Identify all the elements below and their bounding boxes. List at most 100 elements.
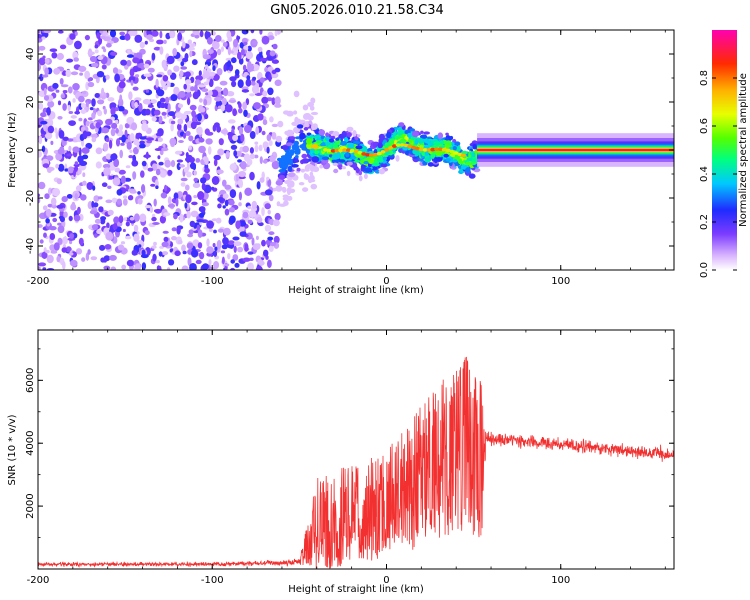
spectrogram-noise-cell <box>247 205 252 210</box>
spectrogram-noise-cell <box>134 67 142 72</box>
spectrogram-noise-cell <box>150 183 156 187</box>
spectrogram-signal-cell <box>301 158 309 164</box>
spectrogram-noise-cell <box>155 78 159 88</box>
spectrogram-noise-cell <box>218 138 224 146</box>
spectrogram-noise-cell <box>185 157 192 162</box>
spectrogram-peak-cell <box>357 150 363 155</box>
spectrogram-signal-cell <box>276 201 281 207</box>
spectrogram-noise-cell <box>163 212 171 217</box>
spectrogram-noise-cell <box>227 131 234 137</box>
spectrogram-noise-cell <box>153 241 157 246</box>
spectrogram-noise-cell <box>225 151 230 158</box>
spectrogram-noise-cell <box>242 211 249 219</box>
spectrogram-noise-cell <box>44 193 50 200</box>
spectrogram-noise-cell <box>94 49 99 54</box>
spectrogram-noise-cell <box>183 133 186 139</box>
spectrogram-noise-cell <box>192 165 196 171</box>
spectrogram-noise-cell <box>189 220 196 228</box>
spectrogram-noise-cell <box>161 251 169 256</box>
spectrogram-noise-cell <box>247 45 252 52</box>
spectrogram-noise-cell <box>115 138 121 147</box>
spectrogram-noise-cell <box>170 72 177 80</box>
spectrogram-noise-cell <box>170 123 174 132</box>
spectrogram-noise-cell <box>167 203 176 208</box>
spectrogram-noise-cell <box>176 162 181 171</box>
spectrogram-signal-cell <box>319 142 327 147</box>
spectrogram-noise-cell <box>249 171 255 181</box>
spectrogram-signal-cell <box>382 156 387 161</box>
spectrogram-noise-cell <box>186 97 191 106</box>
spectrogram-signal-cell <box>305 163 313 169</box>
spectrogram-noise-cell <box>266 146 270 154</box>
spectrogram-noise-cell <box>237 246 244 253</box>
spectrogram-signal-cell <box>452 159 458 163</box>
spectrogram-noise-cell <box>199 251 205 260</box>
spectrogram-noise-cell <box>72 83 80 91</box>
spectrogram-noise-cell <box>38 62 41 72</box>
spectrogram-noise-cell <box>70 115 78 119</box>
spectrogram-noise-cell <box>110 266 116 270</box>
spectrogram-peak-cell <box>330 149 336 153</box>
spectrogram-noise-cell <box>95 147 103 155</box>
spectrogram-noise-cell <box>259 77 265 83</box>
spectrogram-noise-cell <box>176 159 184 163</box>
spectrogram-noise-cell <box>103 142 109 152</box>
spectrogram-noise-cell <box>123 217 128 221</box>
spectrogram-noise-cell <box>238 107 243 114</box>
y-tick-label: 4000 <box>25 430 36 455</box>
colorbar: 0.0 0.2 0.4 0.6 0.8 Normalized spectral ampl… <box>699 30 749 278</box>
spectrogram-signal-cell <box>435 157 443 162</box>
spectrogram-noise-cell <box>151 30 159 37</box>
spectrogram-noise-cell <box>257 260 265 266</box>
spectrogram-peak-cell <box>372 152 378 157</box>
spectrogram-signal-cell <box>319 164 324 169</box>
spectrogram-noise-cell <box>99 244 106 251</box>
spectrogram-noise-cell <box>167 103 171 112</box>
spectrogram-noise-cell <box>126 141 132 150</box>
spectrogram-noise-cell <box>146 137 154 141</box>
spectrogram-signal-cell <box>325 132 330 137</box>
spectrogram-noise-cell <box>49 233 56 240</box>
spectrogram-noise-cell <box>233 38 238 48</box>
spectrogram-noise-cell <box>141 249 146 256</box>
x-tick-label: 0 <box>383 276 389 287</box>
spectrogram-noise-cell <box>180 182 186 187</box>
spectrogram-noise-cell <box>93 202 99 208</box>
spectrogram-noise-cell <box>261 239 266 247</box>
spectrogram-y-label: Frequency (Hz) <box>7 112 18 188</box>
spectrogram-noise-cell <box>156 74 163 78</box>
spectrogram-noise-cell <box>187 233 194 238</box>
spectrogram-noise-cell <box>155 168 161 176</box>
spectrogram-noise-cell <box>107 185 112 189</box>
spectrogram-noise-cell <box>129 190 137 194</box>
spectrogram-signal-cell <box>399 138 407 143</box>
spectrogram-noise-cell <box>84 70 90 80</box>
spectrogram-noise-cell <box>238 202 242 207</box>
spectrogram-noise-cell <box>179 70 184 77</box>
spectrogram-noise-cell <box>151 163 158 171</box>
spectrogram-noise-cell <box>214 96 222 102</box>
spectrogram-noise-cell <box>91 98 96 107</box>
spectrogram-noise-cell <box>191 249 199 258</box>
spectrogram-noise-cell <box>180 61 185 67</box>
spectrogram-noise-cell <box>203 81 210 86</box>
spectrogram-noise-cell <box>158 161 164 166</box>
spectrogram-signal-cell <box>287 172 296 178</box>
spectrogram-noise-cell <box>164 184 168 192</box>
spectrogram-noise-cell <box>177 240 183 245</box>
spectrogram-noise-cell <box>38 30 41 34</box>
spectrogram-noise-cell <box>257 46 263 53</box>
spectrogram-noise-cell <box>182 250 187 255</box>
spectrogram-noise-cell <box>156 89 165 97</box>
spectrogram-signal-cell <box>293 110 298 115</box>
spectrogram-noise-cell <box>272 43 278 50</box>
spectrogram-axes: -200 -100 0 100 40 20 0 -20 -40 <box>25 29 674 287</box>
spectrogram-noise-cell <box>82 90 87 95</box>
spectrogram-signal-cell <box>378 168 386 175</box>
y-tick-label: 2000 <box>25 493 36 518</box>
spectrogram-noise-cell <box>161 241 169 248</box>
spectrogram-peak-cell <box>403 143 409 148</box>
spectrogram-signal-cell <box>288 159 294 166</box>
spectrogram-noise-cell <box>195 158 201 163</box>
spectrogram-signal-cell <box>296 167 301 172</box>
